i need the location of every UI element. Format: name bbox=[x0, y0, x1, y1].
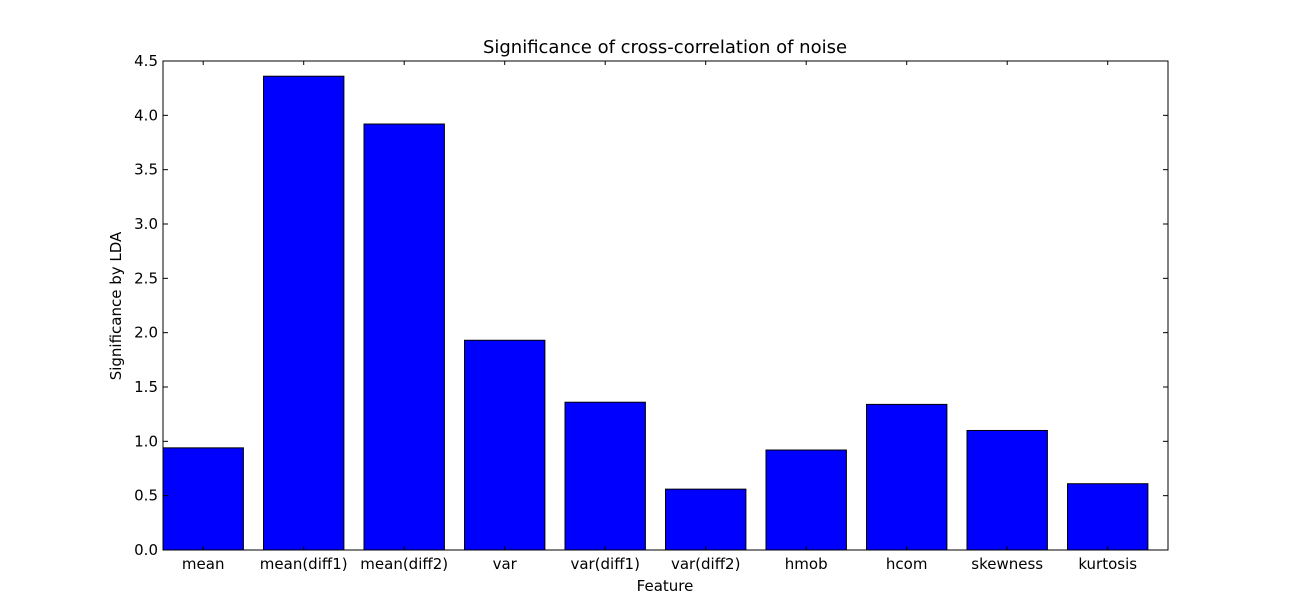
x-tick-label: var(diff2) bbox=[671, 555, 741, 573]
y-tick-label: 1.0 bbox=[134, 432, 158, 450]
y-tick-label: 0.5 bbox=[134, 487, 158, 505]
bar-hcom bbox=[866, 403, 948, 551]
bar-hmob bbox=[765, 449, 847, 551]
bar-mean-diff1 bbox=[263, 75, 345, 551]
bar-mean-diff2 bbox=[363, 123, 445, 551]
x-tick-label: hmob bbox=[785, 555, 828, 573]
bar-mean bbox=[162, 447, 244, 551]
bars-group bbox=[162, 75, 1149, 551]
x-axis-label: Feature bbox=[637, 577, 694, 595]
x-axis: mean mean(diff1) mean(diff2) var var(diff1) v… bbox=[182, 61, 1137, 573]
x-tick-label: var bbox=[493, 555, 518, 573]
chart-title: Significance of cross-correlation of noi… bbox=[483, 37, 847, 58]
y-tick-label: 3.0 bbox=[134, 215, 158, 233]
y-axis-label: Significance by LDA bbox=[107, 231, 125, 380]
bar-var-diff2 bbox=[665, 488, 747, 551]
y-tick-label: 4.0 bbox=[134, 106, 158, 124]
y-tick-label: 3.5 bbox=[134, 161, 158, 179]
x-tick-label: var(diff1) bbox=[570, 555, 640, 573]
y-tick-label: 2.0 bbox=[134, 324, 158, 342]
x-tick-label: mean(diff2) bbox=[360, 555, 448, 573]
y-axis: 0.0 0.5 1.0 1.5 2.0 2.5 3.0 3.5 4.0 4.5 bbox=[134, 52, 1168, 559]
bar-kurtosis bbox=[1067, 483, 1149, 551]
x-tick-label: mean bbox=[182, 555, 225, 573]
y-tick-label: 1.5 bbox=[134, 378, 158, 396]
x-tick-label: hcom bbox=[886, 555, 928, 573]
x-tick-label: skewness bbox=[971, 555, 1043, 573]
plot-frame bbox=[162, 60, 1169, 551]
bar-skewness bbox=[966, 429, 1048, 551]
y-tick-label: 4.5 bbox=[134, 52, 158, 70]
y-tick-label: 0.0 bbox=[134, 541, 158, 559]
x-tick-label: mean(diff1) bbox=[260, 555, 348, 573]
y-tick-label: 2.5 bbox=[134, 269, 158, 287]
bar-var-diff1 bbox=[564, 401, 646, 551]
x-tick-label: kurtosis bbox=[1078, 555, 1137, 573]
bar-var bbox=[464, 339, 546, 551]
